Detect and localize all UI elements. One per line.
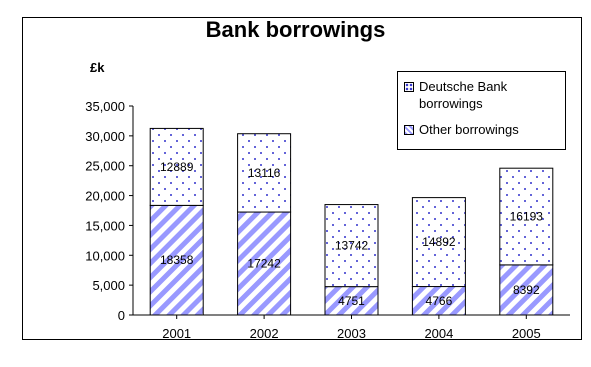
y-tick-label: 0 [118,308,125,323]
data-label: 8392 [513,283,540,297]
y-tick-label: 35,000 [85,99,125,114]
bar-segment-deutsche-bank-2005 [499,167,554,266]
x-tick-label: 2005 [512,326,541,341]
legend-label-deutsche-bank: Deutsche Bank borrowings [419,79,508,111]
legend-swatch-other [404,125,414,135]
legend-swatch-deutsche-bank [404,82,414,92]
y-axis-unit-label: £k [90,60,105,75]
data-label: 12889 [160,160,194,174]
bar-segment-other-2005 [499,264,554,316]
x-tick-label: 2001 [162,326,191,341]
bar-segment-deutsche-bank-2003 [324,204,379,288]
bar-segment-deutsche-bank-2002 [237,133,292,213]
chart-title: Bank borrowings [205,17,386,42]
y-tick-label: 30,000 [85,129,125,144]
legend-item-other: Other borrowings [404,121,519,138]
y-tick-label: 10,000 [85,248,125,263]
chart-legend: Deutsche Bank borrowings Other borrowing… [397,71,566,150]
data-label: 13742 [335,239,369,253]
data-label: 4766 [426,294,453,308]
data-label: 16193 [510,210,544,224]
data-label: 17242 [247,257,281,271]
data-label: 4751 [338,294,365,308]
legend-item-deutsche-bank: Deutsche Bank borrowings [404,78,554,112]
legend-label-other: Other borrowings [419,122,519,137]
x-tick-label: 2003 [337,326,366,341]
bar-segment-other-2004 [411,286,466,316]
y-tick-label: 20,000 [85,189,125,204]
x-tick-label: 2002 [250,326,279,341]
bar-segment-deutsche-bank-2001 [149,127,204,206]
bar-segment-deutsche-bank-2004 [411,197,466,288]
y-tick-label: 15,000 [85,218,125,233]
y-tick-label: 5,000 [92,278,125,293]
data-label: 14892 [422,235,456,249]
bar-segment-other-2001 [149,204,204,316]
chart-frame [22,17,582,340]
x-tick-label: 2004 [424,326,453,341]
y-tick-label: 25,000 [85,159,125,174]
data-label: 13116 [248,166,281,180]
data-label: 18358 [160,253,194,267]
